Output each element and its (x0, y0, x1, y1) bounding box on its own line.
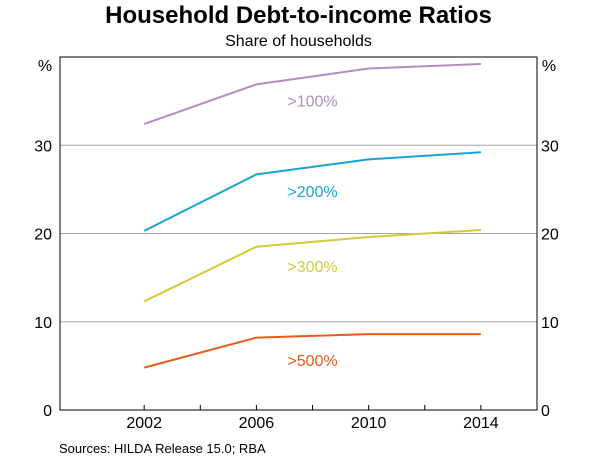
axis-ticks: 0 0 10 10 20 20 30 30 2002 2006 2010 2014 (34, 138, 559, 432)
series-line (143, 63, 481, 126)
series-lines (143, 63, 481, 369)
y-tick-label-left: 20 (34, 227, 52, 244)
y-tick-label-right: 0 (541, 403, 550, 420)
series-label: >500% (287, 353, 337, 370)
y-axis-unit-left: % (38, 58, 52, 75)
x-tick-label: 2006 (239, 415, 275, 432)
y-tick-label-left: 10 (34, 315, 52, 332)
series-label: >300% (287, 259, 337, 276)
y-tick-label-left: 0 (43, 403, 52, 420)
series-labels: >100% >200% >300% >500% (287, 93, 337, 369)
series-label: >100% (287, 93, 337, 110)
series-line (143, 151, 481, 232)
series-label: >200% (287, 184, 337, 201)
series-line (143, 333, 481, 369)
y-tick-label-right: 10 (541, 315, 559, 332)
y-tick-label-right: 20 (541, 227, 559, 244)
x-tick-label: 2014 (463, 415, 499, 432)
plot-frame (59, 56, 538, 411)
gridlines (60, 144, 537, 323)
x-tick-label: 2002 (126, 415, 162, 432)
y-axis-unit-right: % (542, 58, 556, 75)
source-note: Sources: HILDA Release 15.0; RBA (59, 441, 266, 456)
chart-title: Household Debt-to-income Ratios (105, 2, 492, 29)
y-tick-label-left: 30 (34, 138, 52, 155)
x-tick-label: 2010 (351, 415, 387, 432)
y-tick-label-right: 30 (541, 138, 559, 155)
series-line (143, 228, 481, 303)
chart-subtitle: Share of households (225, 33, 372, 50)
